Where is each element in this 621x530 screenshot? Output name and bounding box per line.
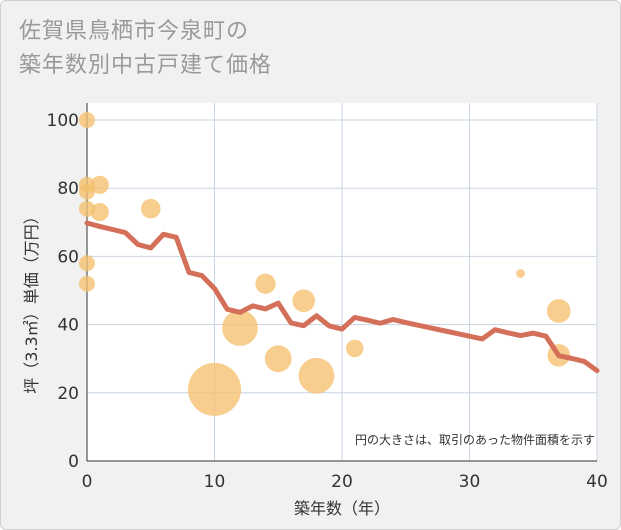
bubble-point: [90, 202, 109, 222]
bubble-point: [345, 339, 364, 358]
x-tick-label: 10: [204, 472, 226, 492]
bubble-point: [90, 175, 109, 194]
y-tick-label: 20: [57, 384, 79, 404]
bubble-point: [546, 299, 571, 323]
y-tick-label: 40: [57, 316, 79, 336]
size-legend-note: 円の大きさは、取引のあった物件面積を示す: [355, 432, 595, 447]
bubble-point: [79, 275, 95, 292]
y-tick-label: 100: [47, 111, 79, 131]
tick-labels: 0 10 20 30 40 0 20 40 60 80 100: [47, 111, 608, 492]
x-axis-label: 築年数（年）: [294, 499, 390, 518]
x-tick-label: 30: [459, 472, 481, 492]
bubble-point: [222, 310, 258, 346]
y-axis-label: 坪（3.3㎡）単価（万円）: [22, 208, 41, 393]
chart-title-line-1: 佐賀県鳥栖市今泉町の: [19, 19, 250, 44]
bubble-point: [298, 357, 335, 394]
x-tick-label: 0: [82, 472, 93, 492]
average-line-series: [84, 220, 600, 374]
bubble-point: [292, 289, 316, 313]
bubble-point: [140, 198, 161, 219]
x-tick-label: 20: [331, 472, 353, 492]
y-tick-label: 60: [57, 247, 79, 267]
grid-lines: [87, 103, 598, 461]
bubble-point: [79, 112, 95, 129]
chart-title: 佐賀県鳥栖市今泉町の 築年数別中古戸建て価格: [19, 15, 272, 83]
bubble-point: [516, 269, 525, 278]
average-price-line: [84, 220, 600, 374]
bubble-point: [79, 183, 95, 200]
bubble-point: [264, 345, 292, 373]
bubble-point: [187, 362, 242, 416]
bubble-point: [79, 255, 95, 272]
chart-title-line-2: 築年数別中古戸建て価格: [19, 53, 273, 78]
x-tick-label: 40: [586, 472, 608, 492]
bubble-point: [255, 273, 276, 294]
y-tick-label: 80: [57, 179, 79, 199]
y-tick-label: 0: [68, 452, 79, 472]
